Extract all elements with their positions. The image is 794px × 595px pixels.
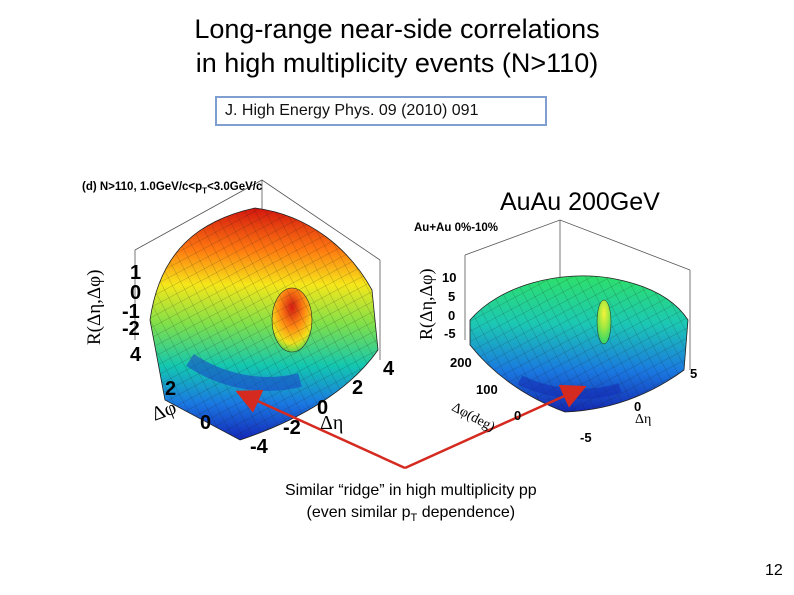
left-z-tick: 1 [130,262,142,284]
right-z-tick: 10 [442,270,457,285]
left-eta-tick: 4 [383,358,395,380]
system-label: AuAu 200GeV [500,188,660,216]
right-z-tick: -5 [444,326,456,341]
right-phi-tick: 0 [514,408,522,423]
left-eta-tick: -4 [250,436,268,458]
left-z-tick: -1 [122,301,140,323]
page-number: 12 [765,562,783,579]
right-eta-tick: 5 [690,366,698,381]
left-eta-tick: 2 [352,377,364,399]
right-surface [469,275,689,413]
left-eta-tick: 0 [317,397,329,419]
left-panel-label: (d) N>110, 1.0GeV/c<pT<3.0GeV/c [82,181,263,196]
title-line-1: Long-range near-side correlations [194,14,600,44]
caption: Similar “ridge” in high multiplicity pp … [285,480,537,529]
left-z-tick: -2 [122,318,140,340]
title-line-2: in high multiplicity events (N>110) [195,48,599,78]
right-eta-axis-label: Δη [635,412,652,427]
right-z-tick: 0 [448,308,456,323]
right-eta-tick: 0 [634,399,642,414]
right-phi-tick: 100 [476,382,498,397]
left-phi-tick: 0 [200,412,212,434]
left-phi-tick: 4 [130,344,142,366]
right-z-tick: 5 [448,289,456,304]
left-phi-tick: 2 [165,378,177,400]
reference-box: J. High Energy Phys. 09 (2010) 091 [215,96,547,126]
left-surface [149,207,379,441]
caption-line-2: (even similar pT dependence) [306,504,516,525]
left-eta-tick: -2 [283,417,301,439]
reference-text: J. High Energy Phys. 09 (2010) 091 [225,102,479,119]
left-z-tick: 0 [130,282,142,304]
centrality-label: Au+Au 0%-10% [414,222,499,234]
right-eta-tick: -5 [580,430,592,445]
right-z-axis-label: R(Δη,Δφ) [416,268,436,340]
caption-line-1: Similar “ridge” in high multiplicity pp [285,482,537,499]
right-phi-tick: 200 [450,355,472,370]
left-eta-axis-label: Δη [320,412,344,434]
left-z-axis-label: R(Δη,Δφ) [84,269,105,345]
slide-title: Long-range near-side correlations in hig… [0,12,794,80]
callout-arrows [235,384,587,470]
